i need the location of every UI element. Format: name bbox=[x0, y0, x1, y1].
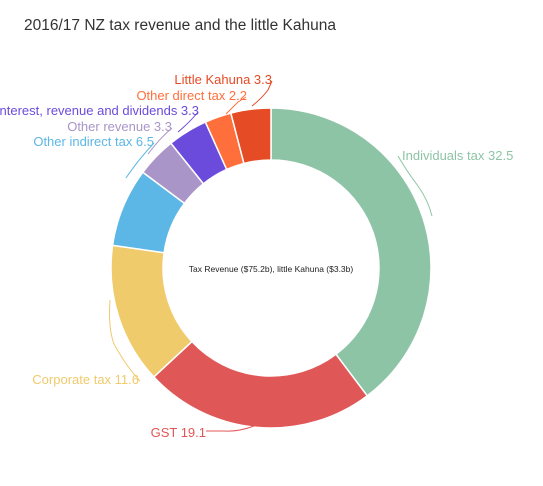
slice-1 bbox=[152, 340, 369, 429]
slice-label-5: interest, revenue and dividends 3.3 bbox=[0, 103, 199, 118]
slice-label-2: Corporate tax 11.6 bbox=[32, 372, 139, 387]
leader-line-6 bbox=[225, 96, 247, 115]
slice-label-7: Little Kahuna 3.3 bbox=[174, 72, 272, 87]
leader-line-1 bbox=[206, 425, 255, 432]
slice-labels-layer: Individuals tax 32.5 GST 19.1 Corporate ta… bbox=[0, 72, 513, 440]
slice-label-6: Other direct tax 2.2 bbox=[136, 88, 247, 103]
slice-label-3: Other indirect tax 6.5 bbox=[33, 134, 154, 149]
slice-0 bbox=[270, 107, 432, 397]
chart-title: 2016/17 NZ tax revenue and the little Ka… bbox=[24, 17, 336, 34]
center-label: Tax Revenue ($75.2b), little Kahuna ($3.… bbox=[189, 264, 354, 274]
slices-layer bbox=[110, 107, 432, 429]
leader-line-3 bbox=[125, 142, 155, 179]
slice-7 bbox=[229, 107, 272, 165]
leader-line-5 bbox=[177, 111, 199, 133]
slice-label-4: Other revenue 3.3 bbox=[67, 119, 172, 134]
leader-line-4 bbox=[147, 127, 173, 155]
leader-lines-layer bbox=[109, 80, 433, 432]
leader-line-0 bbox=[397, 155, 433, 217]
leader-line-7 bbox=[251, 80, 273, 107]
slice-label-1: GST 19.1 bbox=[151, 425, 206, 440]
leader-line-2 bbox=[109, 299, 141, 382]
slice-label-0: Individuals tax 32.5 bbox=[402, 148, 513, 163]
